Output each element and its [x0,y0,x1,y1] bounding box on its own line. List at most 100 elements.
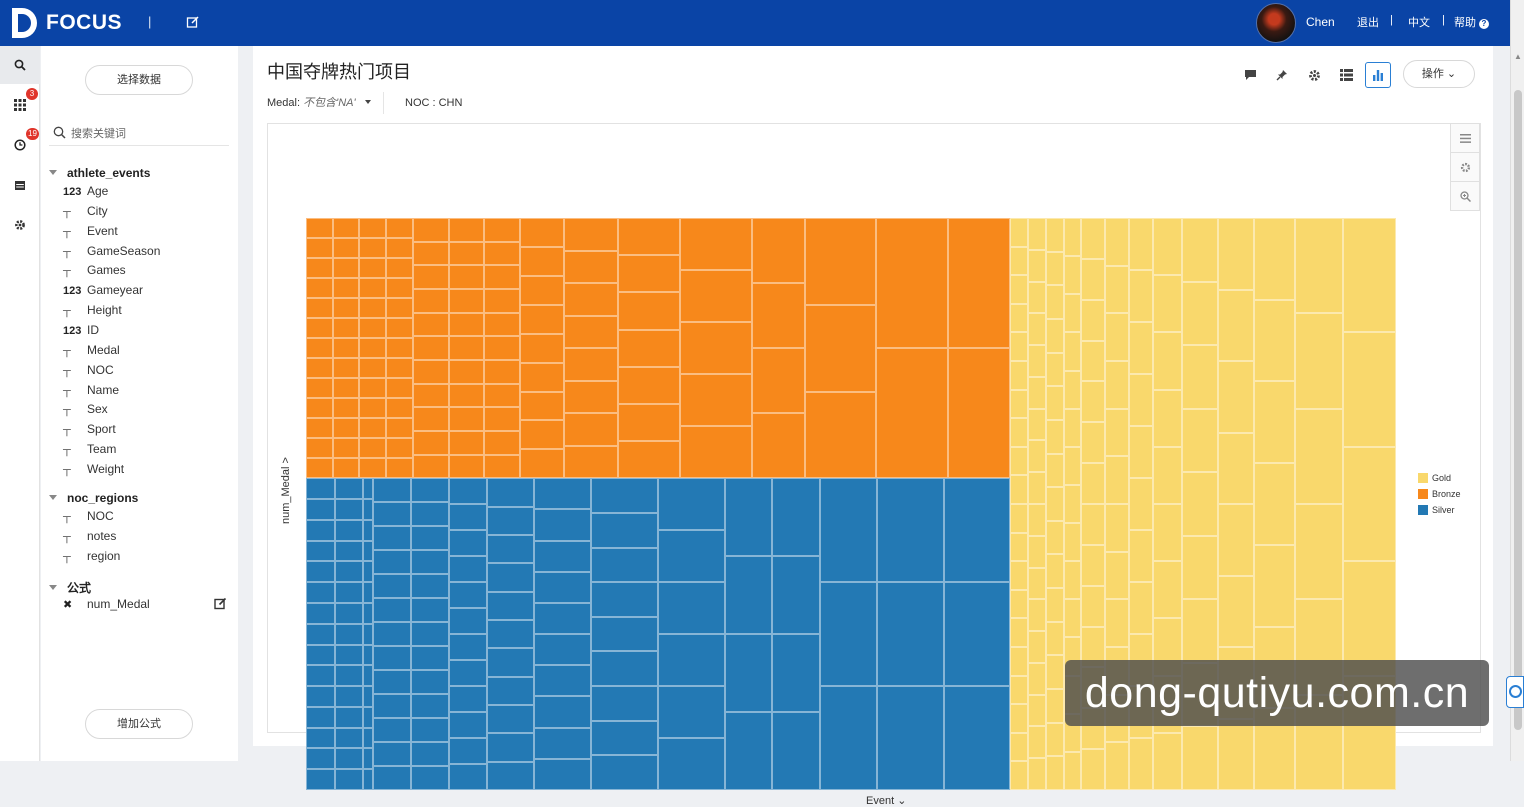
chart-list-button[interactable] [1450,123,1480,153]
treemap-cell-bronze[interactable] [306,278,333,299]
treemap-cell-silver[interactable] [372,742,411,767]
treemap-cell-bronze[interactable] [519,275,565,305]
treemap-cell-gold[interactable] [1027,662,1046,695]
treemap-cell-silver[interactable] [486,704,535,734]
treemap-cell-silver[interactable] [334,769,364,790]
treemap-cell-silver[interactable] [410,742,449,767]
treemap-cell-silver[interactable] [486,761,535,790]
treemap-cell-bronze[interactable] [680,270,752,323]
treemap-cell-silver[interactable] [334,499,364,520]
treemap-cell-gold[interactable] [1027,535,1046,568]
treemap-cell-gold[interactable] [1010,704,1028,733]
treemap-cell-gold[interactable] [1027,408,1046,441]
treemap-cell-gold[interactable] [1128,582,1153,634]
treemap-cell-gold[interactable] [1045,756,1064,790]
treemap-cell-gold[interactable] [1217,361,1254,433]
treemap-cell-silver[interactable] [772,634,820,713]
treemap-cell-gold[interactable] [1045,453,1064,488]
treemap-cell-gold[interactable] [1063,484,1082,524]
treemap-cell-gold[interactable] [1027,631,1046,663]
treemap-cell-gold[interactable] [1010,504,1028,533]
treemap-cell-gold[interactable] [1027,281,1046,314]
treemap-cell-bronze[interactable] [306,378,333,399]
treemap-cell-silver[interactable] [372,622,411,647]
treemap-cell-silver[interactable] [943,478,1011,583]
treemap-cell-bronze[interactable] [751,218,806,284]
treemap-cell-silver[interactable] [591,720,659,756]
treemap-cell-bronze[interactable] [412,265,449,289]
field-item[interactable]: ┬ GameSeason [63,244,160,262]
treemap-cell-silver[interactable] [591,478,659,513]
treemap-cell-silver[interactable] [410,550,449,575]
treemap-cell-gold[interactable] [1152,218,1183,276]
treemap-cell-bronze[interactable] [412,241,449,266]
treemap-cell-gold[interactable] [1010,446,1028,476]
treemap-cell-bronze[interactable] [617,403,681,442]
treemap-cell-silver[interactable] [448,738,487,765]
treemap-cell-silver[interactable] [486,648,535,677]
treemap-cell-bronze[interactable] [412,288,449,313]
treemap-cell-gold[interactable] [1182,345,1218,409]
treemap-cell-silver[interactable] [819,478,877,583]
treemap-cell-gold[interactable] [1045,386,1064,420]
treemap-cell-gold[interactable] [1105,218,1129,266]
treemap-cell-bronze[interactable] [448,241,485,266]
rail-history[interactable]: 19 [0,126,40,164]
add-formula-button[interactable]: 增加公式 [85,709,193,739]
treemap-cell-silver[interactable] [372,502,411,527]
treemap-cell-bronze[interactable] [306,318,333,339]
treemap-cell-bronze[interactable] [805,391,877,479]
treemap-cell-bronze[interactable] [359,358,387,379]
rail-settings[interactable] [0,206,40,244]
treemap-cell-gold[interactable] [1063,218,1082,257]
treemap-cell-gold[interactable] [1081,340,1106,382]
treemap-cell-bronze[interactable] [332,298,360,319]
treemap-cell-gold[interactable] [1027,599,1046,632]
treemap-cell-bronze[interactable] [519,362,565,392]
treemap-cell-silver[interactable] [334,748,364,770]
pin-button[interactable] [1269,62,1295,88]
treemap-cell-bronze[interactable] [332,458,360,479]
treemap-cell-bronze[interactable] [386,238,413,259]
treemap-cell-bronze[interactable] [519,449,565,479]
treemap-cell-silver[interactable] [334,686,364,707]
treemap-cell-silver[interactable] [534,727,592,759]
treemap-cell-silver[interactable] [306,499,335,520]
medal-filter[interactable]: Medal: 不包含'NA' [267,92,384,114]
treemap-cell-silver[interactable] [534,478,592,510]
treemap-cell-gold[interactable] [1128,530,1153,582]
treemap-cell-gold[interactable] [1010,303,1028,333]
treemap-cell-bronze[interactable] [359,258,387,279]
treemap-cell-gold[interactable] [1217,718,1254,790]
treemap-cell-bronze[interactable] [359,318,387,339]
field-item[interactable]: ┬ Event [63,224,118,242]
treemap-cell-silver[interactable] [658,634,725,687]
treemap-cell-gold[interactable] [1152,332,1183,390]
table-view-button[interactable] [1333,62,1359,88]
treemap-cell-silver[interactable] [410,502,449,527]
treemap-cell-silver[interactable] [372,526,411,551]
treemap-cell-gold[interactable] [1182,218,1218,282]
treemap-cell-bronze[interactable] [484,407,520,431]
legend-item-bronze[interactable]: Bronze [1418,486,1461,502]
treemap-cell-bronze[interactable] [386,438,413,459]
treemap-cell-gold[interactable] [1128,322,1153,374]
treemap-cell-bronze[interactable] [332,418,360,439]
treemap-cell-gold[interactable] [1081,544,1106,586]
scroll-thumb[interactable] [1514,90,1522,730]
treemap-cell-bronze[interactable] [412,407,449,431]
treemap-cell-silver[interactable] [306,602,335,624]
treemap-cell-silver[interactable] [372,718,411,743]
treemap-cell-silver[interactable] [658,686,725,739]
treemap-cell-bronze[interactable] [484,288,520,313]
treemap-cell-gold[interactable] [1253,381,1296,464]
treemap-cell-gold[interactable] [1217,575,1254,647]
treemap-cell-silver[interactable] [306,561,335,583]
treemap-cell-silver[interactable] [306,665,335,687]
treemap-cell-bronze[interactable] [448,265,485,289]
treemap-cell-gold[interactable] [1045,251,1064,286]
treemap-cell-silver[interactable] [372,766,411,790]
treemap-cell-silver[interactable] [363,706,373,728]
treemap-cell-silver[interactable] [306,644,335,666]
treemap-cell-gold[interactable] [1253,218,1296,300]
